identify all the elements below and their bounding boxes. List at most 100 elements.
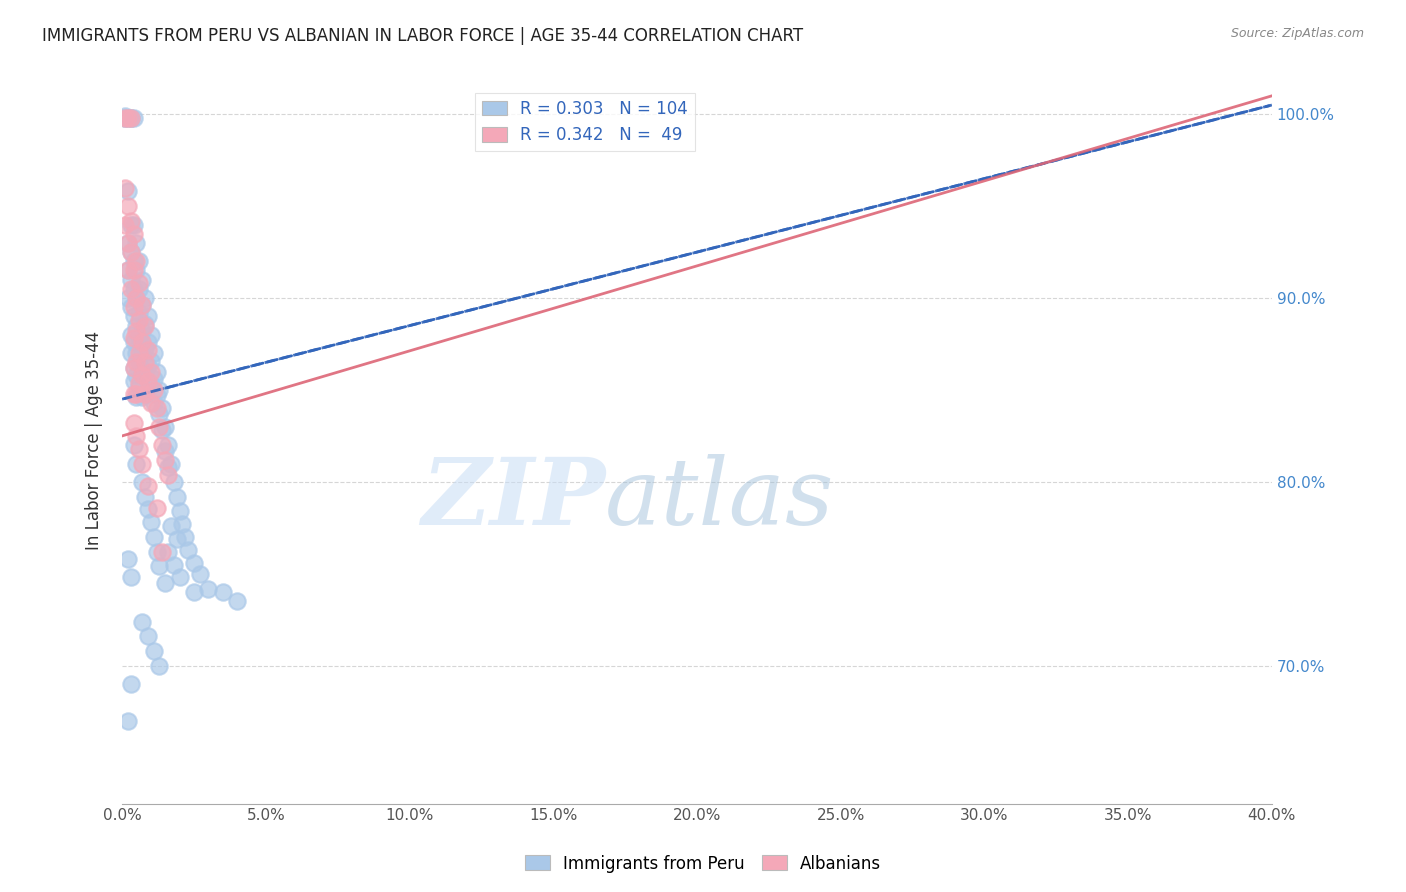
- Point: [117, 199, 139, 213]
- Point: [139, 353, 162, 368]
- Point: [131, 335, 153, 350]
- Point: [183, 585, 205, 599]
- Point: [160, 519, 183, 533]
- Point: [188, 566, 211, 581]
- Point: [131, 298, 153, 312]
- Point: [163, 475, 186, 489]
- Point: [131, 324, 153, 338]
- Point: [166, 490, 188, 504]
- Point: [122, 254, 145, 268]
- Point: [117, 552, 139, 566]
- Point: [122, 282, 145, 296]
- Point: [148, 383, 170, 397]
- Point: [142, 372, 165, 386]
- Point: [142, 383, 165, 397]
- Point: [142, 346, 165, 360]
- Point: [153, 419, 176, 434]
- Point: [131, 390, 153, 404]
- Point: [150, 438, 173, 452]
- Point: [131, 298, 153, 312]
- Point: [142, 530, 165, 544]
- Point: [122, 374, 145, 388]
- Point: [122, 111, 145, 125]
- Point: [157, 460, 180, 475]
- Point: [131, 475, 153, 489]
- Point: [139, 377, 162, 392]
- Point: [120, 245, 142, 260]
- Point: [128, 306, 150, 320]
- Point: [136, 629, 159, 643]
- Point: [131, 457, 153, 471]
- Point: [153, 576, 176, 591]
- Point: [128, 376, 150, 390]
- Point: [125, 235, 148, 250]
- Point: [145, 388, 167, 402]
- Point: [136, 502, 159, 516]
- Point: [128, 379, 150, 393]
- Point: [117, 263, 139, 277]
- Point: [172, 517, 194, 532]
- Point: [139, 365, 162, 379]
- Point: [183, 556, 205, 570]
- Point: [117, 235, 139, 250]
- Point: [197, 582, 219, 596]
- Point: [120, 327, 142, 342]
- Point: [120, 111, 142, 125]
- Point: [125, 457, 148, 471]
- Point: [145, 545, 167, 559]
- Point: [122, 360, 145, 375]
- Point: [139, 327, 162, 342]
- Point: [142, 644, 165, 658]
- Point: [136, 310, 159, 324]
- Text: Source: ZipAtlas.com: Source: ZipAtlas.com: [1230, 27, 1364, 40]
- Text: ZIP: ZIP: [420, 454, 605, 543]
- Point: [136, 335, 159, 350]
- Point: [125, 346, 148, 360]
- Point: [153, 453, 176, 467]
- Legend: Immigrants from Peru, Albanians: Immigrants from Peru, Albanians: [519, 848, 887, 880]
- Point: [157, 438, 180, 452]
- Point: [148, 407, 170, 421]
- Point: [120, 273, 142, 287]
- Legend: R = 0.303   N = 104, R = 0.342   N =  49: R = 0.303 N = 104, R = 0.342 N = 49: [475, 93, 695, 151]
- Point: [122, 331, 145, 345]
- Point: [145, 401, 167, 416]
- Text: atlas: atlas: [605, 454, 835, 543]
- Point: [120, 218, 142, 232]
- Point: [120, 111, 142, 125]
- Point: [131, 368, 153, 383]
- Point: [134, 341, 156, 355]
- Point: [211, 585, 233, 599]
- Text: IMMIGRANTS FROM PERU VS ALBANIAN IN LABOR FORCE | AGE 35-44 CORRELATION CHART: IMMIGRANTS FROM PERU VS ALBANIAN IN LABO…: [42, 27, 803, 45]
- Point: [148, 559, 170, 574]
- Point: [122, 416, 145, 430]
- Point: [139, 396, 162, 410]
- Point: [120, 214, 142, 228]
- Point: [134, 365, 156, 379]
- Point: [125, 355, 148, 369]
- Point: [128, 277, 150, 291]
- Y-axis label: In Labor Force | Age 35-44: In Labor Force | Age 35-44: [86, 331, 103, 550]
- Point: [174, 530, 197, 544]
- Point: [125, 368, 148, 383]
- Point: [128, 331, 150, 345]
- Point: [125, 318, 148, 333]
- Point: [166, 532, 188, 546]
- Point: [114, 111, 136, 125]
- Point: [134, 291, 156, 305]
- Point: [125, 254, 148, 268]
- Point: [131, 615, 153, 629]
- Point: [145, 365, 167, 379]
- Point: [139, 516, 162, 530]
- Point: [125, 390, 148, 404]
- Point: [125, 429, 148, 443]
- Point: [128, 254, 150, 268]
- Point: [117, 185, 139, 199]
- Point: [136, 478, 159, 492]
- Point: [177, 542, 200, 557]
- Point: [134, 490, 156, 504]
- Point: [226, 594, 249, 608]
- Point: [125, 324, 148, 338]
- Point: [122, 263, 145, 277]
- Point: [169, 504, 191, 518]
